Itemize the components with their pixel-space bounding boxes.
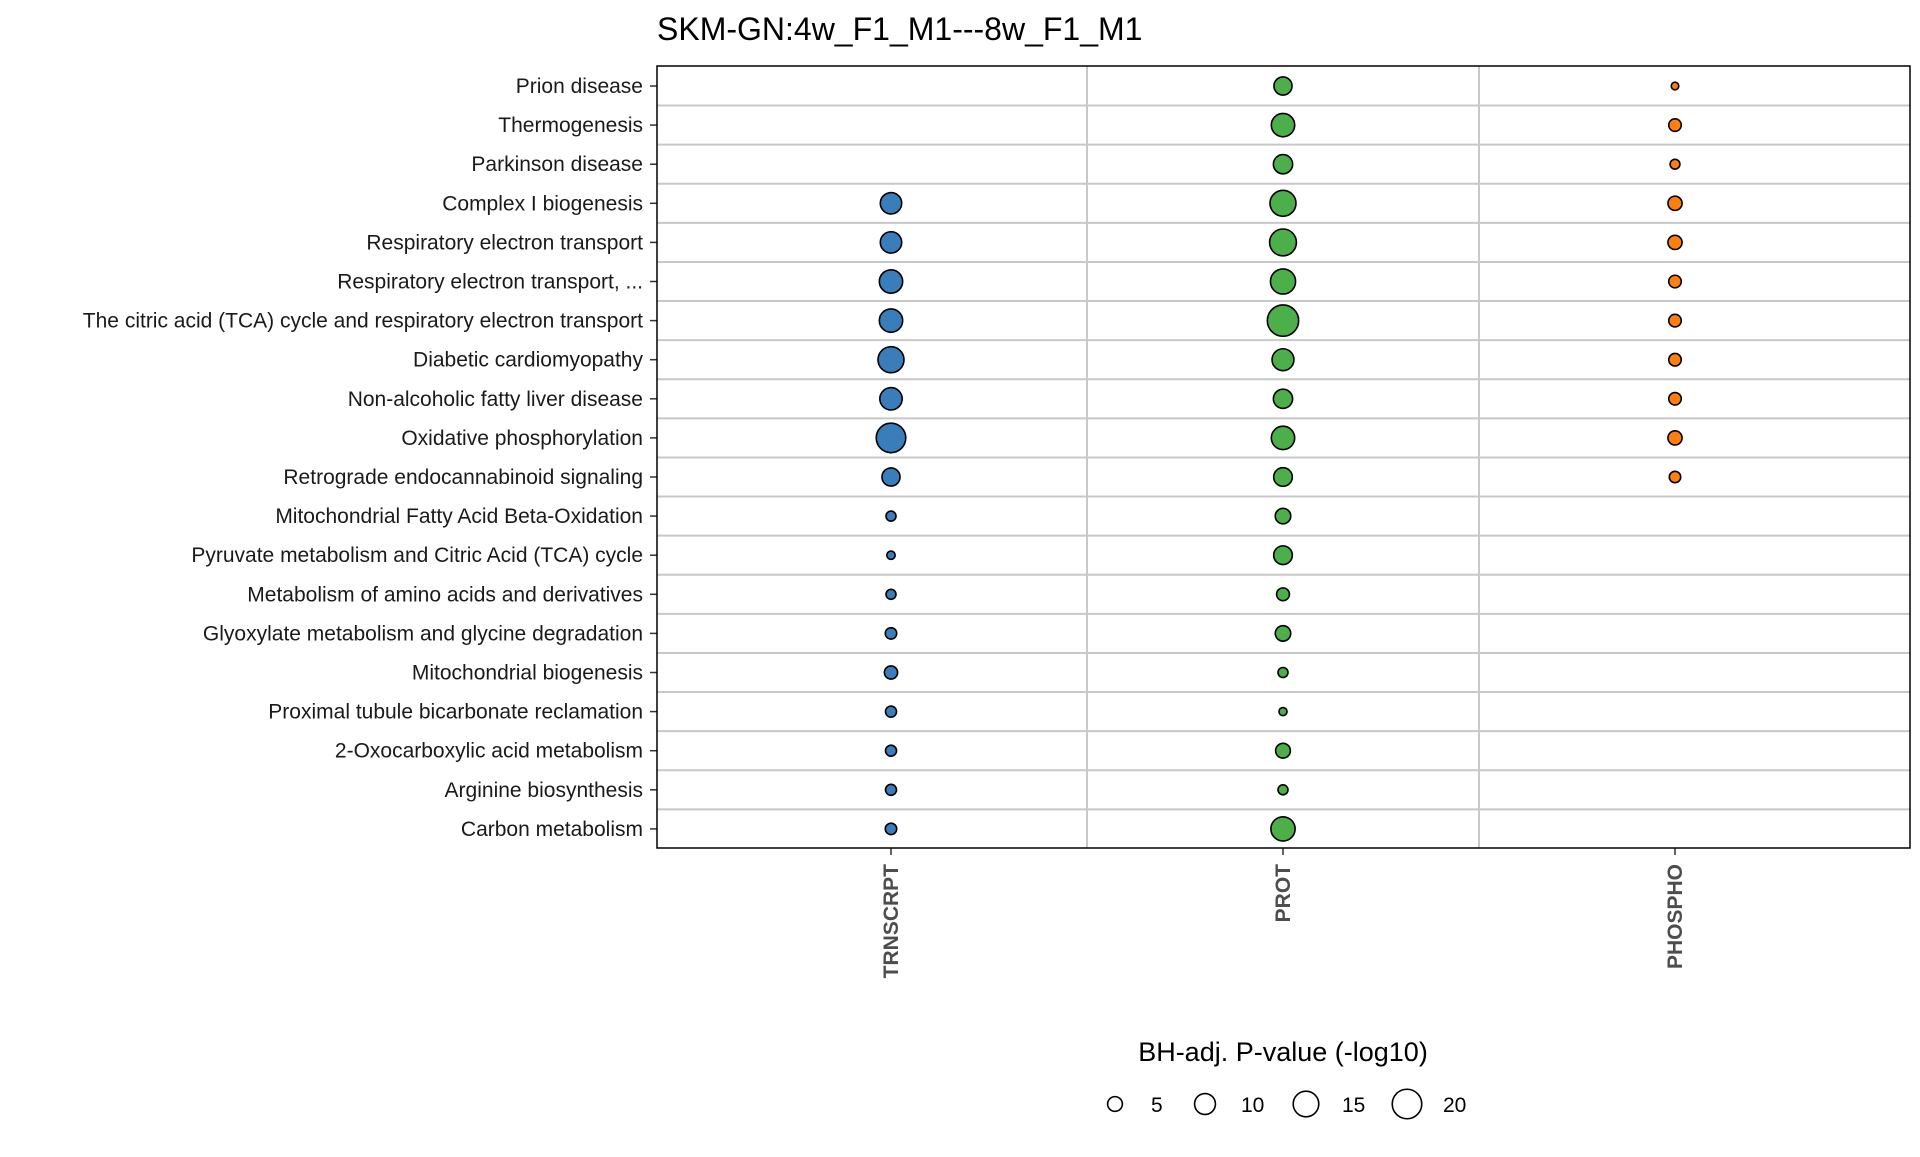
legend-label: 10 xyxy=(1241,1094,1264,1117)
plot-border xyxy=(656,65,1911,849)
legend-label: 15 xyxy=(1342,1094,1365,1117)
bubble-prot xyxy=(1277,666,1289,679)
bubble-phospho xyxy=(1667,234,1683,251)
bubble-prot xyxy=(1272,545,1294,566)
legend-key-circle xyxy=(1391,1088,1423,1120)
bubble-prot xyxy=(1268,228,1298,257)
column-label: PROT xyxy=(1272,864,1295,923)
column-label: PHOSPHO xyxy=(1664,864,1687,969)
legend-key-circle xyxy=(1106,1095,1124,1113)
row-label: 2-Oxocarboxylic acid metabolism xyxy=(335,740,643,763)
bubble-prot xyxy=(1274,507,1292,525)
bubble-prot xyxy=(1272,388,1294,410)
bubble-phospho xyxy=(1668,470,1682,484)
bubble-trnscrpt xyxy=(877,345,905,374)
bubble-prot xyxy=(1275,587,1291,602)
bubble-trnscrpt xyxy=(885,588,897,601)
bubble-prot xyxy=(1271,347,1295,372)
bubble-trnscrpt xyxy=(886,550,896,561)
row-label: Pyruvate metabolism and Citric Acid (TCA… xyxy=(191,544,643,567)
legend-label: 20 xyxy=(1443,1094,1466,1117)
row-label: Non-alcoholic fatty liver disease xyxy=(348,388,643,411)
bubble-phospho xyxy=(1667,118,1683,133)
bubble-trnscrpt xyxy=(879,191,903,215)
row-labels: Prion disease Thermogenesis Parkinson dise… xyxy=(83,75,657,841)
bubble-phospho xyxy=(1669,158,1681,170)
column-labels: TRNSCRPT PROT PHOSPHO xyxy=(880,848,1687,978)
bubble-prot xyxy=(1272,153,1294,175)
row-label: Metabolism of amino acids and derivative… xyxy=(247,583,643,606)
row-label: Respiratory electron transport, ... xyxy=(337,271,643,294)
row-label: Complex I biogenesis xyxy=(442,192,643,215)
row-label: The citric acid (TCA) cycle and respirat… xyxy=(83,310,643,333)
bubble-prot xyxy=(1269,189,1297,218)
bubble-trnscrpt xyxy=(884,822,898,836)
bubble-trnscrpt xyxy=(881,467,901,487)
bubble-prot xyxy=(1273,76,1293,96)
chart-title: SKM-GN:4w_F1_M1---8w_F1_M1 xyxy=(657,11,1142,47)
bubble-prot xyxy=(1277,783,1289,796)
bubble-prot xyxy=(1270,425,1296,451)
bubble-prot xyxy=(1266,304,1300,338)
bubble-trnscrpt xyxy=(884,705,898,718)
column-label: TRNSCRPT xyxy=(880,864,903,979)
row-label: Retrograde endocannabinoid signaling xyxy=(283,466,643,489)
bubble-trnscrpt xyxy=(878,269,904,294)
bubble-trnscrpt xyxy=(879,230,903,254)
row-label: Thermogenesis xyxy=(498,114,643,137)
bubbles xyxy=(875,76,1683,842)
row-label: Carbon metabolism xyxy=(461,818,643,841)
legend-key-circle xyxy=(1292,1090,1320,1118)
bubble-prot xyxy=(1274,742,1292,759)
bubble-prot xyxy=(1272,466,1294,488)
size-legend: 5 10 15 20 xyxy=(1106,1088,1466,1120)
bubble-phospho xyxy=(1667,352,1683,367)
bubble-phospho xyxy=(1670,81,1680,91)
grid-lines xyxy=(657,66,1910,848)
bubble-prot xyxy=(1269,268,1297,295)
row-label: Parkinson disease xyxy=(471,153,643,176)
bubble-prot xyxy=(1270,112,1296,138)
bubble-trnscrpt xyxy=(879,386,903,411)
row-label: Arginine biosynthesis xyxy=(445,779,643,802)
row-label: Mitochondrial biogenesis xyxy=(412,662,643,685)
legend-label: 5 xyxy=(1151,1094,1163,1117)
bubble-trnscrpt xyxy=(883,665,899,680)
bubble-phospho xyxy=(1667,430,1683,446)
bubble-trnscrpt xyxy=(885,510,897,522)
row-label: Respiratory electron transport xyxy=(366,231,643,254)
legend-key-circle xyxy=(1193,1092,1217,1116)
bubble-phospho xyxy=(1667,313,1683,328)
bubble-phospho xyxy=(1667,274,1683,289)
row-label: Proximal tubule bicarbonate reclamation xyxy=(268,701,643,724)
bubble-trnscrpt xyxy=(884,783,898,797)
row-label: Glyoxylate metabolism and glycine degrad… xyxy=(203,622,643,645)
bubble-prot xyxy=(1278,706,1288,717)
bubble-trnscrpt xyxy=(878,308,904,334)
row-label: Mitochondrial Fatty Acid Beta-Oxidation xyxy=(275,505,643,528)
bubble-trnscrpt xyxy=(884,626,898,640)
legend-title: BH-adj. P-value (-log10) xyxy=(1138,1037,1428,1067)
bubble-trnscrpt xyxy=(875,422,907,454)
row-label: Prion disease xyxy=(516,75,643,98)
bubble-trnscrpt xyxy=(884,744,898,758)
bubble-phospho xyxy=(1667,195,1683,212)
bubble-prot xyxy=(1270,815,1296,842)
row-label: Oxidative phosphorylation xyxy=(401,427,643,450)
row-label: Diabetic cardiomyopathy xyxy=(413,349,643,372)
bubble-phospho xyxy=(1667,391,1683,406)
bubble-prot xyxy=(1274,624,1292,642)
